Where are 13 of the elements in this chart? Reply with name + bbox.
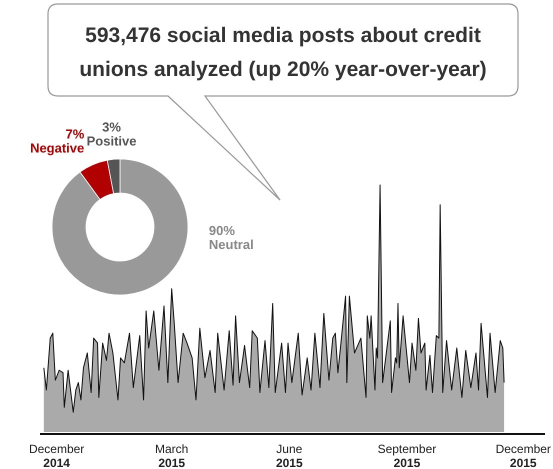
x-tick-label: March 2015 [155,442,188,469]
slice-label: Neutral [208,237,254,252]
data-label: 7% [65,126,85,142]
slice-label: Positive [86,133,136,148]
x-tick-label: September 2015 [378,442,436,469]
data-label: 3% [102,119,122,134]
data-label: 90% [208,223,236,238]
x-tick-label: December 2015 [496,442,551,469]
slice-label: Negative [30,140,84,156]
donut-slice [52,158,188,296]
x-tick-label: December 2014 [28,442,84,469]
x-tick-label: June 2015 [276,442,303,469]
chart-title: 593,476 social media posts about credit unions analyzed (up 20% year-over-year) [79,24,487,81]
